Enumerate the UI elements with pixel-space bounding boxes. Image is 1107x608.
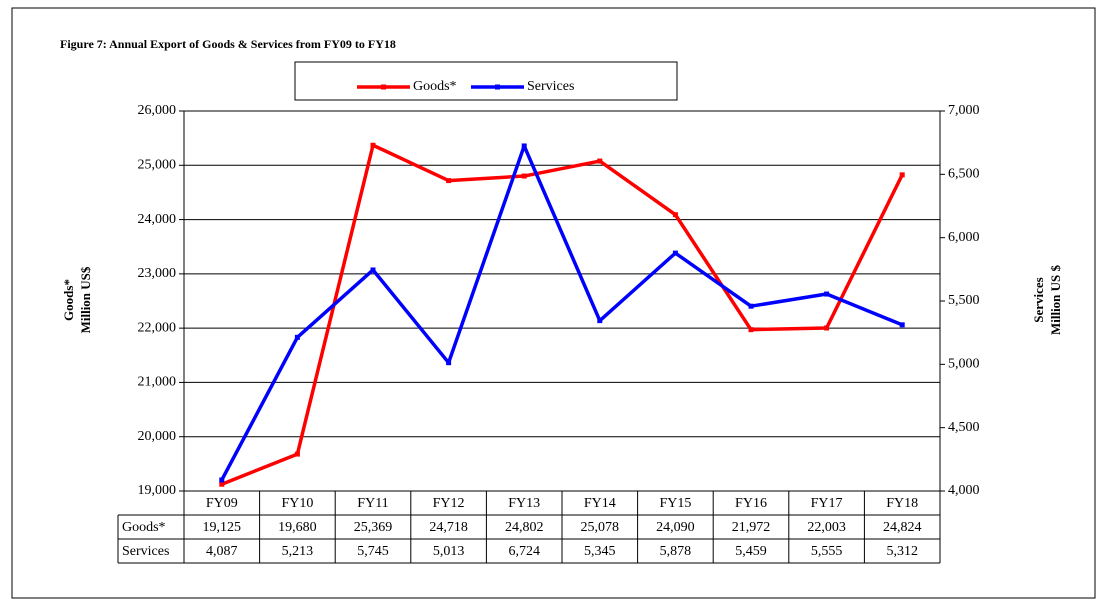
table-cell: 24,802: [505, 520, 544, 535]
table-cell: 5,013: [433, 544, 465, 559]
point-marker: [899, 322, 905, 328]
x-tick-label: FY11: [357, 496, 388, 511]
table-cell: 5,555: [811, 544, 843, 559]
x-tick-label: FY16: [735, 496, 767, 511]
y-tick-label: 25,000: [138, 158, 177, 173]
y2-tick-label: 7,000: [948, 103, 980, 118]
x-tick-label: FY13: [508, 496, 540, 511]
point-marker: [597, 318, 603, 324]
table-cell: 5,745: [357, 544, 389, 559]
y-tick-label: 19,000: [138, 483, 177, 498]
point-marker: [672, 212, 678, 218]
y-tick-label: 21,000: [138, 375, 177, 390]
point-marker: [370, 142, 376, 148]
y-tick-label: 24,000: [138, 212, 177, 227]
x-tick-label: FY10: [281, 496, 313, 511]
table-cell: 24,090: [656, 520, 695, 535]
y2-tick-label: 5,000: [948, 357, 980, 372]
table-cell: 19,125: [203, 520, 242, 535]
series-line: [221, 143, 904, 486]
y2-tick-label: 5,500: [948, 293, 980, 308]
table-row-header: Services: [122, 544, 169, 559]
point-marker: [521, 143, 527, 149]
point-marker: [824, 325, 830, 331]
point-marker: [748, 327, 754, 333]
point-marker: [446, 178, 452, 184]
point-marker: [219, 477, 225, 483]
table-cell: 25,369: [354, 520, 393, 535]
table-cell: 5,213: [282, 544, 314, 559]
point-marker: [294, 334, 300, 340]
y-tick-label: 23,000: [138, 266, 177, 281]
y-tick-label: 20,000: [138, 429, 177, 444]
table-cell: 24,718: [429, 520, 468, 535]
series-line: [220, 144, 903, 481]
point-marker: [446, 360, 452, 366]
table-cell: 21,972: [732, 520, 771, 535]
table-row-header: Goods*: [122, 520, 166, 535]
table-cell: 4,087: [206, 544, 238, 559]
table-cell: 5,312: [886, 544, 918, 559]
legend-marker: [381, 84, 386, 90]
table-cell: 5,878: [660, 544, 692, 559]
legend-marker: [495, 84, 500, 90]
x-tick-label: FY12: [433, 496, 465, 511]
table-cell: 5,345: [584, 544, 616, 559]
point-marker: [824, 291, 830, 297]
table-cell: 6,724: [508, 544, 540, 559]
y2-axis-label: Million US $: [1048, 264, 1063, 335]
x-tick-label: FY14: [584, 496, 616, 511]
x-tick-label: FY15: [659, 496, 691, 511]
frame: [11, 7, 1096, 599]
point-marker: [370, 267, 376, 273]
table-cell: 25,078: [581, 520, 620, 535]
legend-label: Goods*: [413, 79, 457, 94]
legend-box: [294, 61, 678, 101]
y2-tick-label: 6,500: [948, 167, 980, 182]
y2-tick-label: 4,500: [948, 420, 980, 435]
table-cell: 5,459: [735, 544, 767, 559]
point-marker: [597, 158, 603, 164]
x-tick-label: FY18: [886, 496, 918, 511]
point-marker: [219, 481, 225, 487]
y-axis-label: Goods*: [61, 279, 76, 321]
point-marker: [294, 451, 300, 457]
y2-tick-label: 4,000: [948, 483, 980, 498]
y-tick-label: 22,000: [138, 320, 177, 335]
table-cell: 24,824: [883, 520, 922, 535]
point-marker: [899, 172, 905, 178]
chart-title: Figure 7: Annual Export of Goods & Servi…: [60, 37, 396, 51]
y-tick-label: 26,000: [138, 103, 177, 118]
table-cell: 22,003: [807, 520, 846, 535]
point-marker: [672, 250, 678, 256]
legend-label: Services: [527, 79, 574, 94]
y2-axis-label: Services: [1031, 277, 1046, 322]
table-cell: 19,680: [278, 520, 317, 535]
x-tick-label: FY09: [206, 496, 238, 511]
y2-tick-label: 6,000: [948, 230, 980, 245]
x-tick-label: FY17: [811, 496, 843, 511]
point-marker: [748, 303, 754, 309]
y-axis-label: Million US$: [78, 266, 93, 333]
point-marker: [521, 173, 527, 179]
